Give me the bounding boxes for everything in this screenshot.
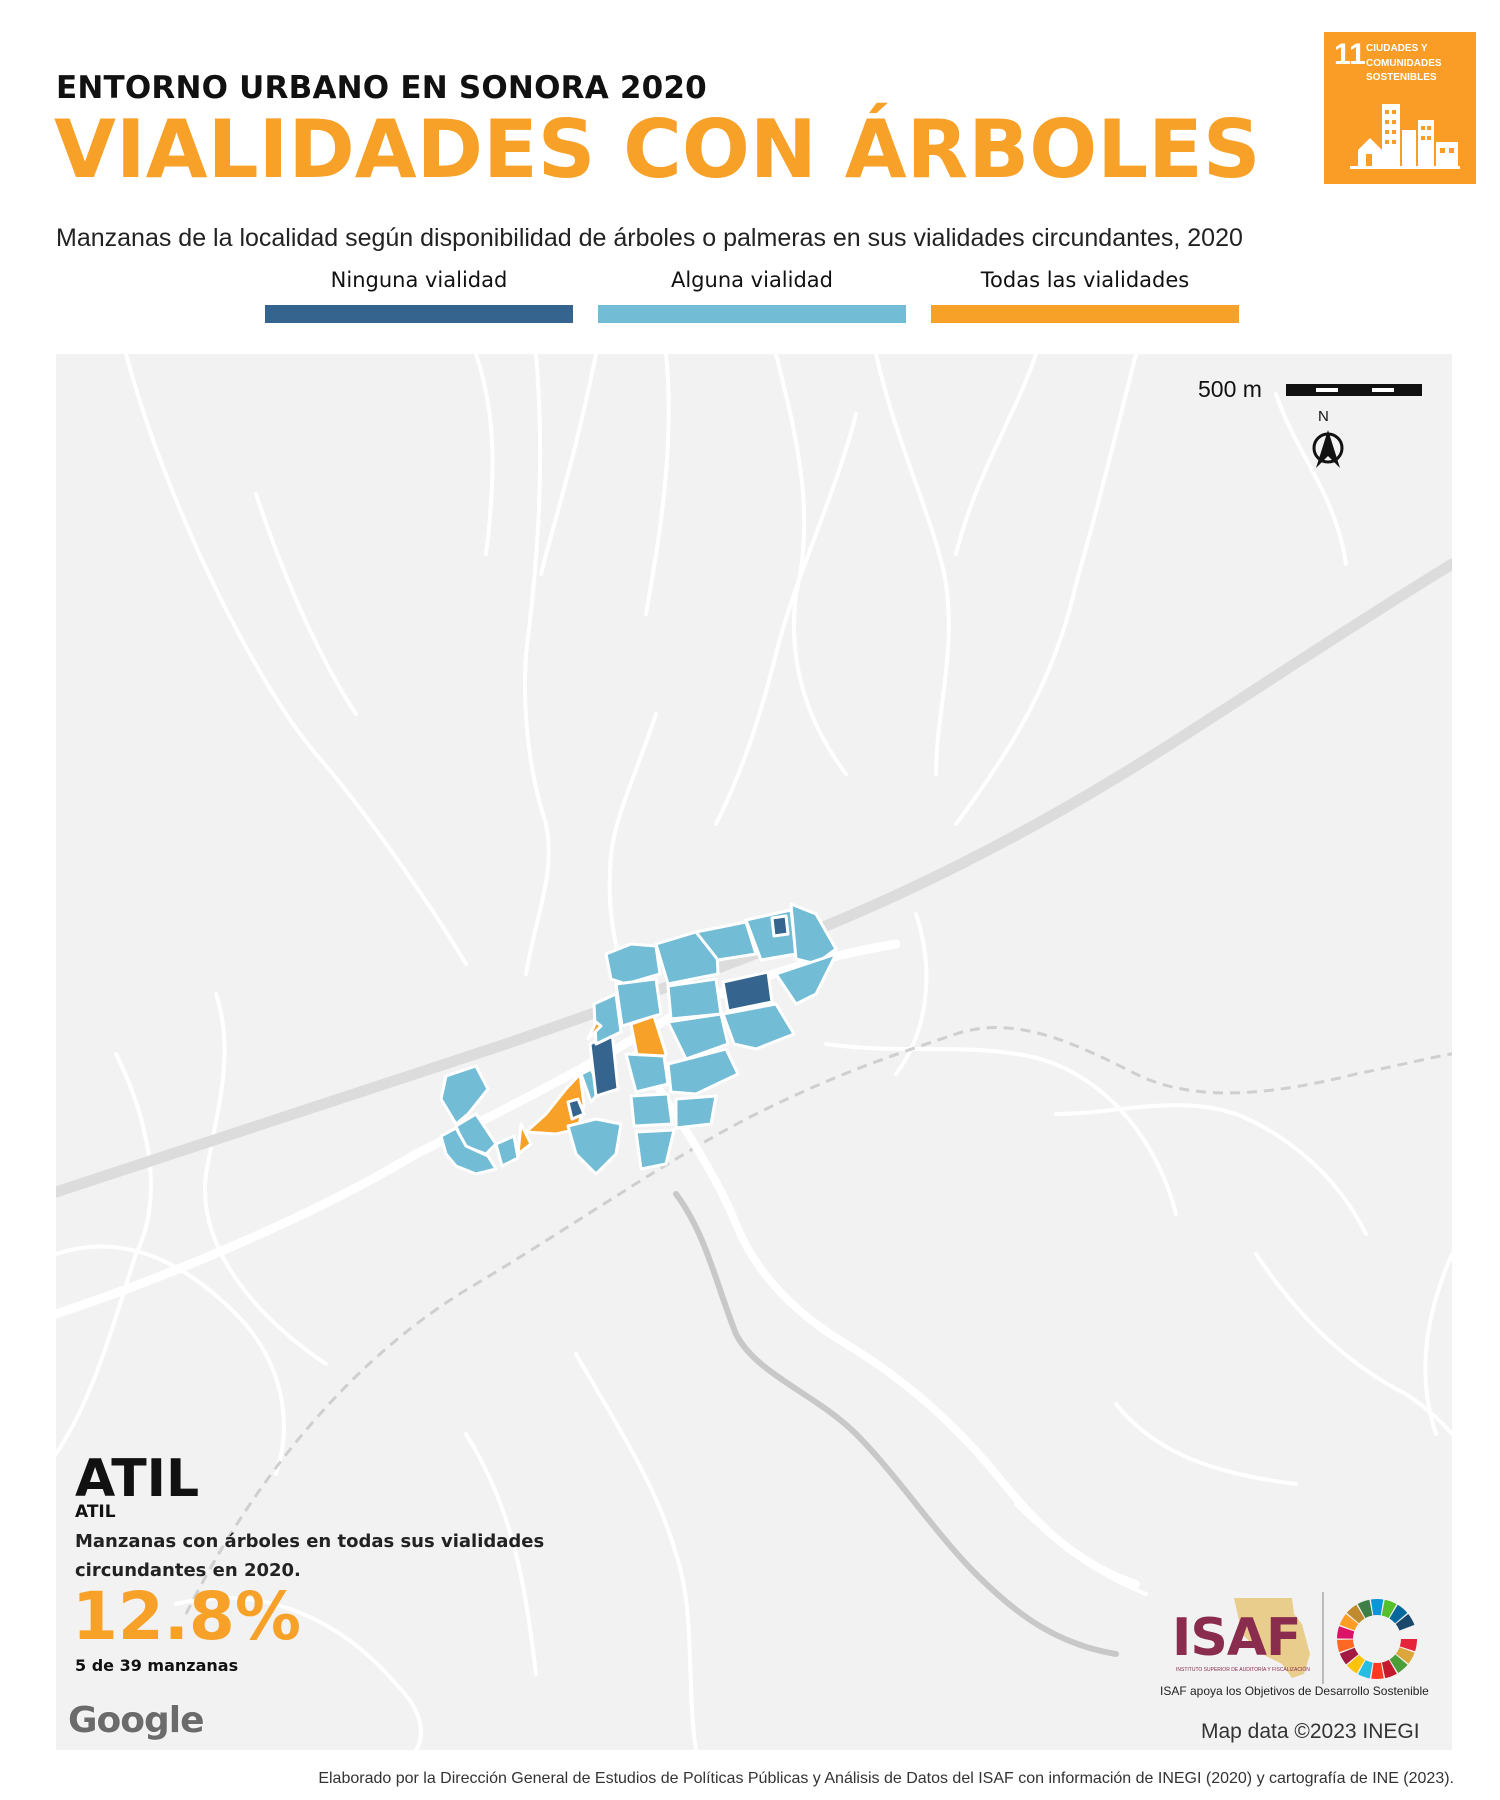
isaf-caption: ISAF apoya los Objetivos de Desarrollo S… <box>1160 1684 1429 1698</box>
legend-swatch <box>931 305 1239 323</box>
highway <box>56 558 1452 1198</box>
legend-label: Todas las vialidades <box>980 268 1190 292</box>
supertitle: ENTORNO URBANO EN SONORA 2020 <box>56 70 707 106</box>
legend-label: Ninguna vialidad <box>330 268 508 292</box>
subtitle: Manzanas de la localidad según disponibi… <box>56 224 1243 252</box>
locality-name: ATIL <box>75 1449 200 1509</box>
map-data-attribution: Map data ©2023 INEGI <box>1201 1720 1420 1743</box>
block-count: 5 de 39 manzanas <box>75 1656 239 1675</box>
legend-item-todas: Todas las vialidades <box>931 268 1239 323</box>
google-logo: Google <box>68 1700 205 1741</box>
north-label: N <box>1318 408 1329 425</box>
isaf-logo: ISAF <box>1172 1608 1302 1668</box>
sdg-text: CIUDADES Y COMUNIDADES SOSTENIBLES <box>1366 43 1442 83</box>
urban-blocks <box>439 902 838 1176</box>
scale-bar <box>1286 384 1422 396</box>
arroyo <box>673 1191 1119 1657</box>
legend-item-alguna: Alguna vialidad <box>598 268 906 323</box>
locality-sub: ATIL <box>75 1502 116 1522</box>
page-title: VIALIDADES CON ÁRBOLES <box>54 103 1261 196</box>
map-drawing <box>56 354 1452 1750</box>
legend-swatch <box>265 305 573 323</box>
sdg-number: 11 <box>1334 38 1366 71</box>
sonora-silhouette-icon <box>1234 1598 1310 1678</box>
panel-description: Manzanas con árboles en todas sus vialid… <box>75 1531 545 1581</box>
legend-item-ninguna: Ninguna vialidad <box>265 268 573 323</box>
footer-credit: Elaborado por la Dirección General de Es… <box>318 1770 1454 1787</box>
sdg-11-badge: 11 CIUDADES Y COMUNIDADES SOSTENIBLES <box>1324 32 1476 184</box>
isaf-logo-subtitle: INSTITUTO SUPERIOR DE AUDITORÍA Y FISCAL… <box>1176 1667 1310 1673</box>
city-buildings-icon <box>1350 104 1460 169</box>
sdg-wheel-icon <box>1337 1599 1417 1679</box>
legend-swatch <box>598 305 906 323</box>
boundary-line <box>184 1026 1452 1615</box>
percentage-value: 12.8% <box>72 1578 301 1655</box>
north-arrow-icon <box>1312 430 1344 468</box>
divider <box>1322 1592 1324 1684</box>
map-canvas[interactable]: 500 m <box>56 354 1452 1750</box>
scale-label: 500 m <box>1198 376 1262 402</box>
legend-label: Alguna vialidad <box>670 268 834 292</box>
